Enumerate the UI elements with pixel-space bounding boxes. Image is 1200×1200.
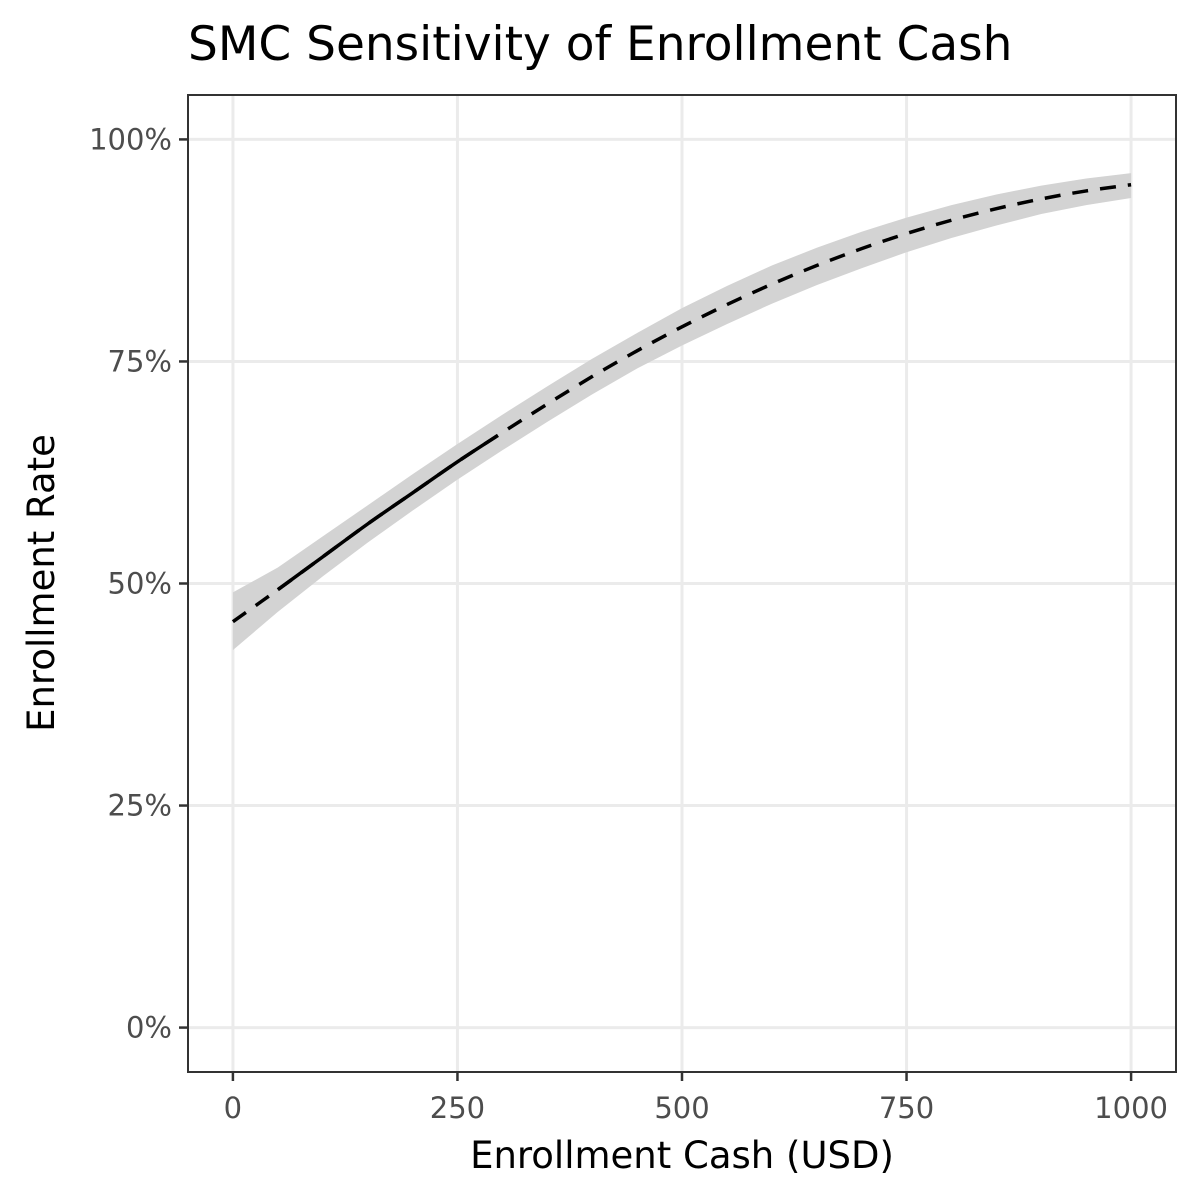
- y-axis-title: Enrollment Rate: [20, 434, 63, 732]
- y-tick-label: 0%: [126, 1011, 172, 1045]
- x-tick-label: 1000: [1094, 1091, 1168, 1125]
- x-tick-label: 500: [654, 1091, 709, 1125]
- y-tick-label: 75%: [108, 344, 172, 378]
- series-lines: [231, 182, 1132, 624]
- y-tick-label: 100%: [89, 122, 172, 156]
- x-tick-label: 250: [430, 1091, 485, 1125]
- x-tick-label: 0: [224, 1091, 242, 1125]
- x-axis-title: Enrollment Cash (USD): [470, 1134, 894, 1177]
- x-tick-label: 750: [879, 1091, 934, 1125]
- grid-lines: [188, 95, 1176, 1072]
- chart-title: SMC Sensitivity of Enrollment Cash: [188, 17, 1012, 72]
- y-tick-label: 25%: [108, 789, 172, 823]
- x-axis-ticks: 0 250 500 750 1000: [224, 1072, 1168, 1125]
- estimate-line-solid: [276, 433, 499, 592]
- y-axis-ticks: 0% 25% 50% 75% 100%: [89, 122, 188, 1045]
- y-tick-label: 50%: [108, 567, 172, 601]
